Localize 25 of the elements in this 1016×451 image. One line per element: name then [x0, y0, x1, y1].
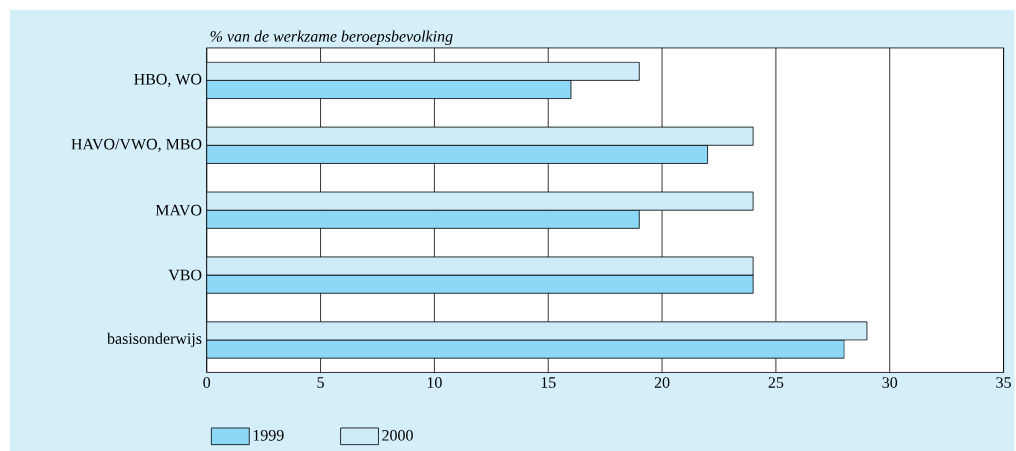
bar: [206, 321, 868, 341]
bar: [206, 191, 754, 211]
legend-label: 1999: [253, 429, 284, 441]
x-tick-label: 10: [427, 376, 442, 388]
x-axis-title: % van de werkzame beroepsbevolking: [210, 30, 453, 45]
x-tick-label: 35: [996, 376, 1011, 388]
x-tick-label: 15: [541, 377, 556, 388]
x-tick-label: 5: [317, 376, 324, 388]
bar: [206, 339, 845, 359]
y-tick-label: HAVO/VWO, MBO: [71, 138, 202, 152]
bar: [206, 126, 754, 146]
y-tick-label: basisonderwijs: [107, 332, 202, 348]
bar: [206, 79, 572, 99]
bar: [206, 209, 640, 229]
legend-label: 2000: [382, 429, 413, 441]
x-tick-label: 0: [203, 376, 211, 388]
bar: [206, 144, 708, 164]
bar: [206, 274, 754, 294]
x-tick-label: 25: [768, 376, 784, 388]
y-tick-label: VBO: [168, 269, 202, 281]
y-tick-label: HBO, WO: [134, 73, 202, 87]
x-tick-label: 20: [654, 376, 670, 388]
bar: [206, 61, 640, 81]
y-tick-label: MAVO: [155, 204, 202, 216]
x-tick-label: 30: [882, 376, 898, 388]
